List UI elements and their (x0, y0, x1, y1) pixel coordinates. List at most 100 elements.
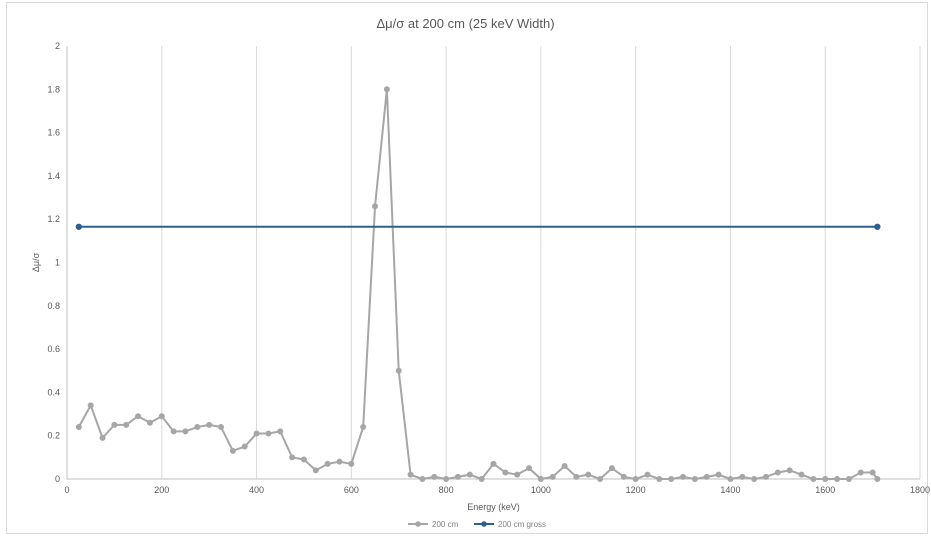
axes (66, 46, 920, 480)
data-point (573, 473, 580, 480)
data-point (656, 476, 663, 482)
chart-frame (6, 2, 928, 534)
y-tick-label: 0.6 (47, 344, 60, 354)
data-point (798, 471, 805, 478)
data-point (241, 443, 248, 450)
y-tick-labels: 0 0.2 0.4 0.6 0.8 1 1.2 1.4 1.6 1.8 2 (47, 41, 60, 484)
y-tick-label: 0 (55, 474, 60, 484)
y-tick-label: 0.2 (47, 431, 60, 441)
y-tick-label: 0.8 (47, 301, 60, 311)
data-point (289, 454, 296, 461)
x-tick-label: 1800 (910, 485, 930, 495)
data-point (348, 460, 355, 467)
y-tick-label: 1.6 (47, 128, 60, 138)
data-point (312, 467, 319, 474)
x-tick-label: 1400 (720, 485, 740, 495)
data-point (360, 424, 367, 431)
data-point (146, 419, 153, 426)
data-point (822, 476, 829, 482)
y-tick-label: 1.8 (47, 84, 60, 94)
data-point (229, 447, 236, 454)
data-point (549, 473, 556, 480)
data-point (395, 367, 402, 374)
data-point (526, 465, 533, 472)
data-point (182, 428, 189, 435)
data-point (277, 428, 284, 435)
data-point (158, 413, 165, 420)
data-point (810, 476, 817, 482)
data-point (194, 424, 201, 431)
data-point (372, 203, 379, 210)
data-point (561, 463, 568, 470)
data-point (383, 86, 390, 93)
data-point (834, 476, 841, 482)
data-point (123, 421, 130, 428)
legend-label: 200 cm gross (498, 520, 546, 529)
data-point (336, 458, 343, 465)
data-point (715, 471, 722, 478)
data-point (668, 476, 675, 482)
series-1 (75, 223, 881, 230)
data-point (620, 473, 627, 480)
data-point (857, 469, 864, 476)
x-tick-label: 800 (439, 485, 454, 495)
data-point (597, 476, 604, 482)
x-tick-label: 0 (64, 485, 69, 495)
data-point (99, 434, 106, 441)
y-tick-label: 2 (55, 41, 60, 51)
x-axis-label: Energy (keV) (467, 502, 520, 512)
data-point (300, 456, 307, 463)
data-point (874, 223, 881, 230)
data-point (751, 476, 758, 482)
data-point (454, 473, 461, 480)
data-point (739, 473, 746, 480)
legend-swatch-marker (415, 521, 421, 527)
chart-title: Δμ/σ at 200 cm (25 keV Width) (376, 16, 555, 31)
y-tick-label: 1 (55, 258, 60, 268)
data-point (786, 467, 793, 474)
data-point (727, 476, 734, 482)
data-point (111, 421, 118, 428)
data-point (324, 460, 331, 467)
grid-lines (161, 46, 921, 479)
y-tick-label: 1.2 (47, 214, 60, 224)
data-point (253, 430, 260, 437)
data-point (170, 428, 177, 435)
legend: 200 cm 200 cm gross (408, 520, 546, 529)
series-line (77, 88, 879, 480)
x-tick-label: 400 (249, 485, 264, 495)
y-tick-label: 1.4 (47, 171, 60, 181)
data-point (762, 473, 769, 480)
x-tick-labels: 0 200 400 600 800 1000 1200 1400 1600 1800 (64, 485, 930, 495)
data-point (514, 471, 521, 478)
data-point (691, 476, 698, 482)
data-point (585, 471, 592, 478)
data-point (632, 476, 639, 482)
legend-item-1: 200 cm gross (474, 520, 546, 529)
data-point (502, 469, 509, 476)
data-point (265, 430, 272, 437)
data-point (478, 476, 485, 482)
data-point (774, 469, 781, 476)
data-point (703, 473, 710, 480)
data-point (537, 476, 544, 482)
data-point (407, 471, 414, 478)
data-point (466, 471, 473, 478)
data-point (845, 476, 852, 482)
data-point (431, 473, 438, 480)
data-point (75, 223, 83, 230)
data-point (680, 473, 687, 480)
data-point (135, 413, 142, 420)
x-tick-label: 1000 (531, 485, 551, 495)
x-tick-label: 200 (154, 485, 169, 495)
data-point (608, 465, 615, 472)
data-point (218, 424, 225, 431)
data-point (869, 469, 876, 476)
x-tick-label: 1200 (626, 485, 646, 495)
y-axis-label: Δμ/σ (31, 252, 41, 272)
series-0 (75, 86, 881, 482)
legend-label: 200 cm (432, 520, 459, 529)
x-tick-label: 600 (344, 485, 359, 495)
data-point (75, 424, 82, 431)
